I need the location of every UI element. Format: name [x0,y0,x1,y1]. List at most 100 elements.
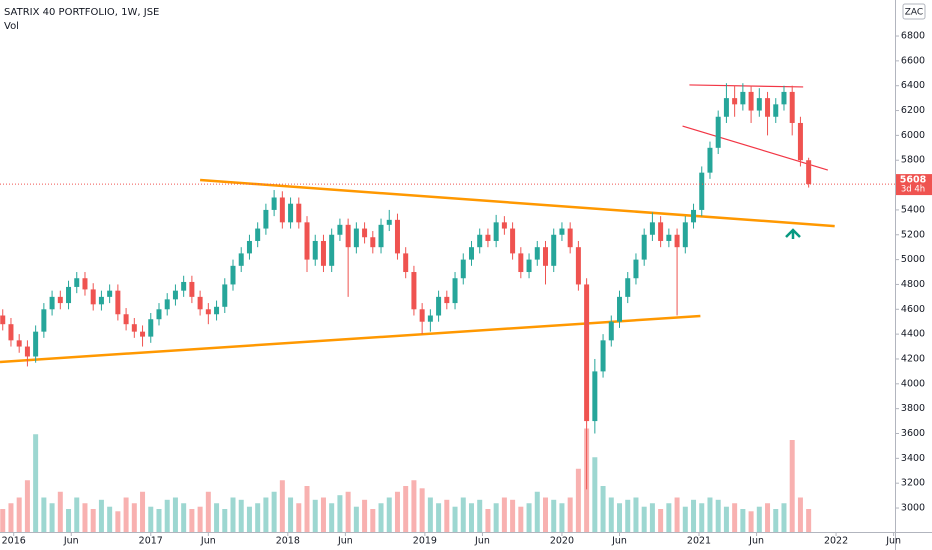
volume-bar [66,509,72,532]
chart-title: SATRIX 40 PORTFOLIO, 1W, JSE [4,7,159,18]
candle-body [748,91,754,111]
volume-bar [304,486,310,532]
candle-body [436,296,442,316]
candle-body [156,309,162,320]
volume-bar [263,497,269,532]
volume-bar [378,503,384,532]
volume-bar [74,497,80,532]
candle-body [444,296,450,304]
volume-bar [765,503,771,532]
volume-bar [559,503,565,532]
volume-bar [33,434,39,532]
trendline [689,84,804,88]
candle-body [452,278,458,304]
last-price-label: 5608 [900,175,927,186]
candle-body [0,315,6,325]
volume-bar [608,497,614,532]
candle-body [140,331,146,337]
candle-body [592,371,598,422]
x-tick-label: 2018 [276,536,300,547]
volume-bar [205,491,211,532]
volume-bar [386,497,392,532]
candle-body [691,209,697,223]
volume-bar [16,497,22,532]
candle-body [263,209,269,229]
volume-bar [296,503,302,532]
candle-body [460,259,466,279]
volume-bar [57,491,63,532]
y-tick-label: 4400 [901,329,925,340]
x-tick-label: Jun [611,536,627,547]
x-tick-label: Jun [337,536,353,547]
candle-body [781,91,787,105]
candle-body [238,253,244,266]
volume-bar [115,511,121,532]
volume-bar [691,499,697,532]
candle-body [82,278,88,290]
volume-bar [452,506,458,532]
last-price-box [896,174,932,196]
y-tick-label: 5400 [901,204,925,215]
volume-bar [674,497,680,532]
y-tick-label: 6600 [901,55,925,66]
candle-body [362,228,368,238]
volume-bar [98,499,104,532]
candle-body [337,224,343,235]
candle-body [386,219,392,225]
candle-body [625,278,631,297]
candle-body [181,281,187,291]
volume-bar [551,499,557,532]
volume-bar [534,491,540,532]
volume-bar [353,506,359,532]
volume-bar [625,499,631,532]
volume-bar [633,497,639,532]
candle-body [641,234,647,260]
candle-body [789,91,795,123]
y-tick-label: 3400 [901,453,925,464]
volume-bar [501,497,507,532]
candle-body [477,234,483,248]
currency-box[interactable] [902,3,926,20]
candle-body [107,290,113,297]
volume-bar [658,509,664,532]
candle-body [279,197,285,223]
volume-bar [82,503,88,532]
volume-bar [740,509,746,532]
volume-bar [90,509,96,532]
y-tick-label: 6200 [901,105,925,116]
candle-body [304,222,310,260]
volume-bar [238,499,244,532]
candle-body [353,228,359,248]
x-tick-label: 2019 [413,536,437,547]
volume-bar [773,509,779,532]
candle-body [551,234,557,266]
candle-body [66,286,72,304]
y-tick-label: 3000 [901,503,925,514]
candle-body [485,234,491,241]
candle-body [164,299,170,310]
candle-body [658,222,664,241]
volume-bar [592,457,598,532]
volume-bar [460,497,466,532]
candle-body [518,253,524,273]
currency[interactable]: ZAC [905,8,923,18]
candle-body [740,91,746,105]
volume-bar [172,497,178,532]
y-tick-label: 4800 [901,279,925,290]
volume-bar [682,506,688,532]
volume-bar [542,497,548,532]
x-tick-label: Jun [63,536,79,547]
candle-body [756,98,762,111]
candle-body [682,222,688,248]
volume-bar [493,503,499,532]
y-tick-label: 5800 [901,155,925,166]
candle-body [205,309,211,315]
volume-bar [411,480,417,532]
volume-bar [189,509,195,532]
volume-bar [641,506,647,532]
candle-body [123,314,129,325]
candle-body [617,296,623,322]
candle-body [41,309,47,332]
volume-bar [649,503,655,532]
candle-body [172,290,178,300]
